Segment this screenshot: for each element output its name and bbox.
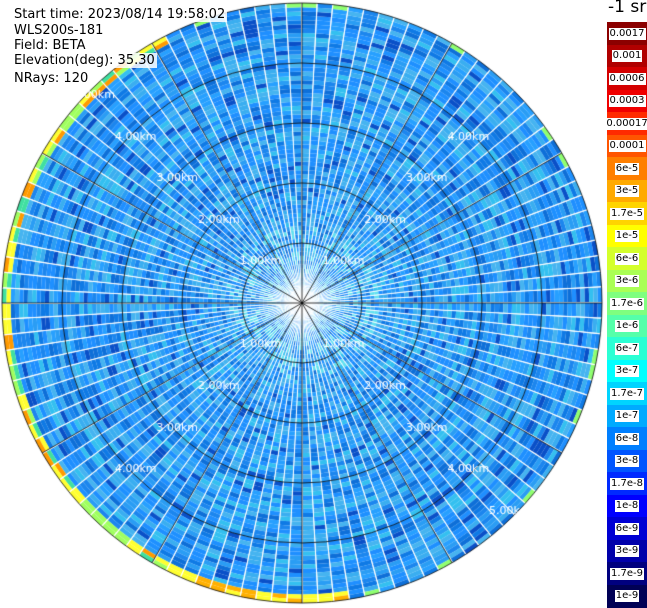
colorbar-label: 0.0001	[608, 140, 646, 152]
colorbar-cell: 3e-8	[607, 449, 647, 473]
colorbar-cell: 0.0006	[607, 67, 647, 90]
colorbar: 0.0017 0.001 0.0006 0.0003 0.00017 0.0001 6e-5…	[605, 22, 647, 608]
nrays-label: NRays: 120	[12, 71, 91, 86]
colorbar-label: 1.7e-8	[609, 477, 645, 490]
instrument-label: WLS200s-181	[12, 23, 106, 38]
colorbar-cell: 3e-7	[607, 359, 647, 383]
colorbar-cell: 0.0017	[607, 22, 647, 45]
colorbar-label: 0.0003	[608, 95, 646, 107]
colorbar-cell: 1.7e-9	[607, 562, 647, 585]
colorbar-cell: 3e-6	[607, 269, 647, 293]
colorbar-cell: 6e-7	[607, 337, 647, 360]
colorbar-label: 3e-7	[614, 365, 640, 377]
colorbar-label: 1.7e-7	[609, 387, 645, 400]
colorbar-label: 3e-9	[614, 545, 640, 557]
colorbar-cell: 0.00017	[605, 112, 647, 135]
colorbar-cell: 1e-6	[607, 314, 647, 338]
colorbar-cell: 1e-7	[607, 404, 647, 428]
colorbar-label: 3e-8	[614, 455, 640, 467]
colorbar-cell: 1e-8	[607, 494, 647, 518]
colorbar-cell: 1.7e-7	[607, 382, 647, 405]
start-time-label: Start time: 2023/08/14 19:58:02	[12, 7, 228, 22]
colorbar-label: 1.7e-6	[609, 297, 645, 310]
colorbar-label: 3e-6	[614, 275, 640, 287]
colorbar-title: -1 sr	[608, 0, 647, 17]
colorbar-label: 1e-5	[614, 230, 640, 242]
colorbar-cell: 1.7e-6	[607, 292, 647, 315]
colorbar-label: 1.7e-9	[609, 567, 645, 580]
colorbar-label: 1e-6	[614, 320, 640, 332]
colorbar-cell: 1e-5	[607, 224, 647, 248]
colorbar-cell: 6e-5	[607, 157, 647, 180]
colorbar-cell: 1e-9	[607, 584, 647, 608]
colorbar-cell: 1.7e-5	[607, 202, 647, 225]
field-label: Field: BETA	[12, 38, 88, 53]
colorbar-cell: 0.001	[607, 44, 647, 68]
colorbar-label: 3e-5	[614, 185, 640, 197]
colorbar-label: 1e-7	[614, 410, 640, 422]
colorbar-cell: 6e-8	[607, 427, 647, 450]
colorbar-label: 1.7e-5	[609, 207, 645, 220]
elevation-label: Elevation(deg): 35.30	[12, 53, 157, 68]
colorbar-label: 6e-5	[614, 162, 640, 175]
colorbar-label: 0.0006	[608, 72, 646, 85]
colorbar-label: 6e-6	[614, 252, 640, 265]
colorbar-cell: 0.0003	[607, 89, 647, 113]
colorbar-label: 0.00017	[605, 117, 647, 130]
colorbar-cell: 0.0001	[607, 134, 647, 158]
colorbar-label: 6e-9	[614, 522, 640, 535]
colorbar-cell: 1.7e-8	[607, 472, 647, 495]
colorbar-cell: 3e-9	[607, 539, 647, 563]
colorbar-label: 6e-8	[614, 432, 640, 445]
colorbar-label: 6e-7	[614, 342, 640, 355]
colorbar-label: 0.0017	[608, 27, 646, 40]
colorbar-cell: 3e-5	[607, 179, 647, 203]
colorbar-label: 1e-8	[614, 500, 640, 512]
colorbar-label: 1e-9	[614, 590, 640, 602]
colorbar-cell: 6e-9	[607, 517, 647, 540]
colorbar-cell: 6e-6	[607, 247, 647, 270]
colorbar-label: 0.001	[611, 50, 643, 62]
